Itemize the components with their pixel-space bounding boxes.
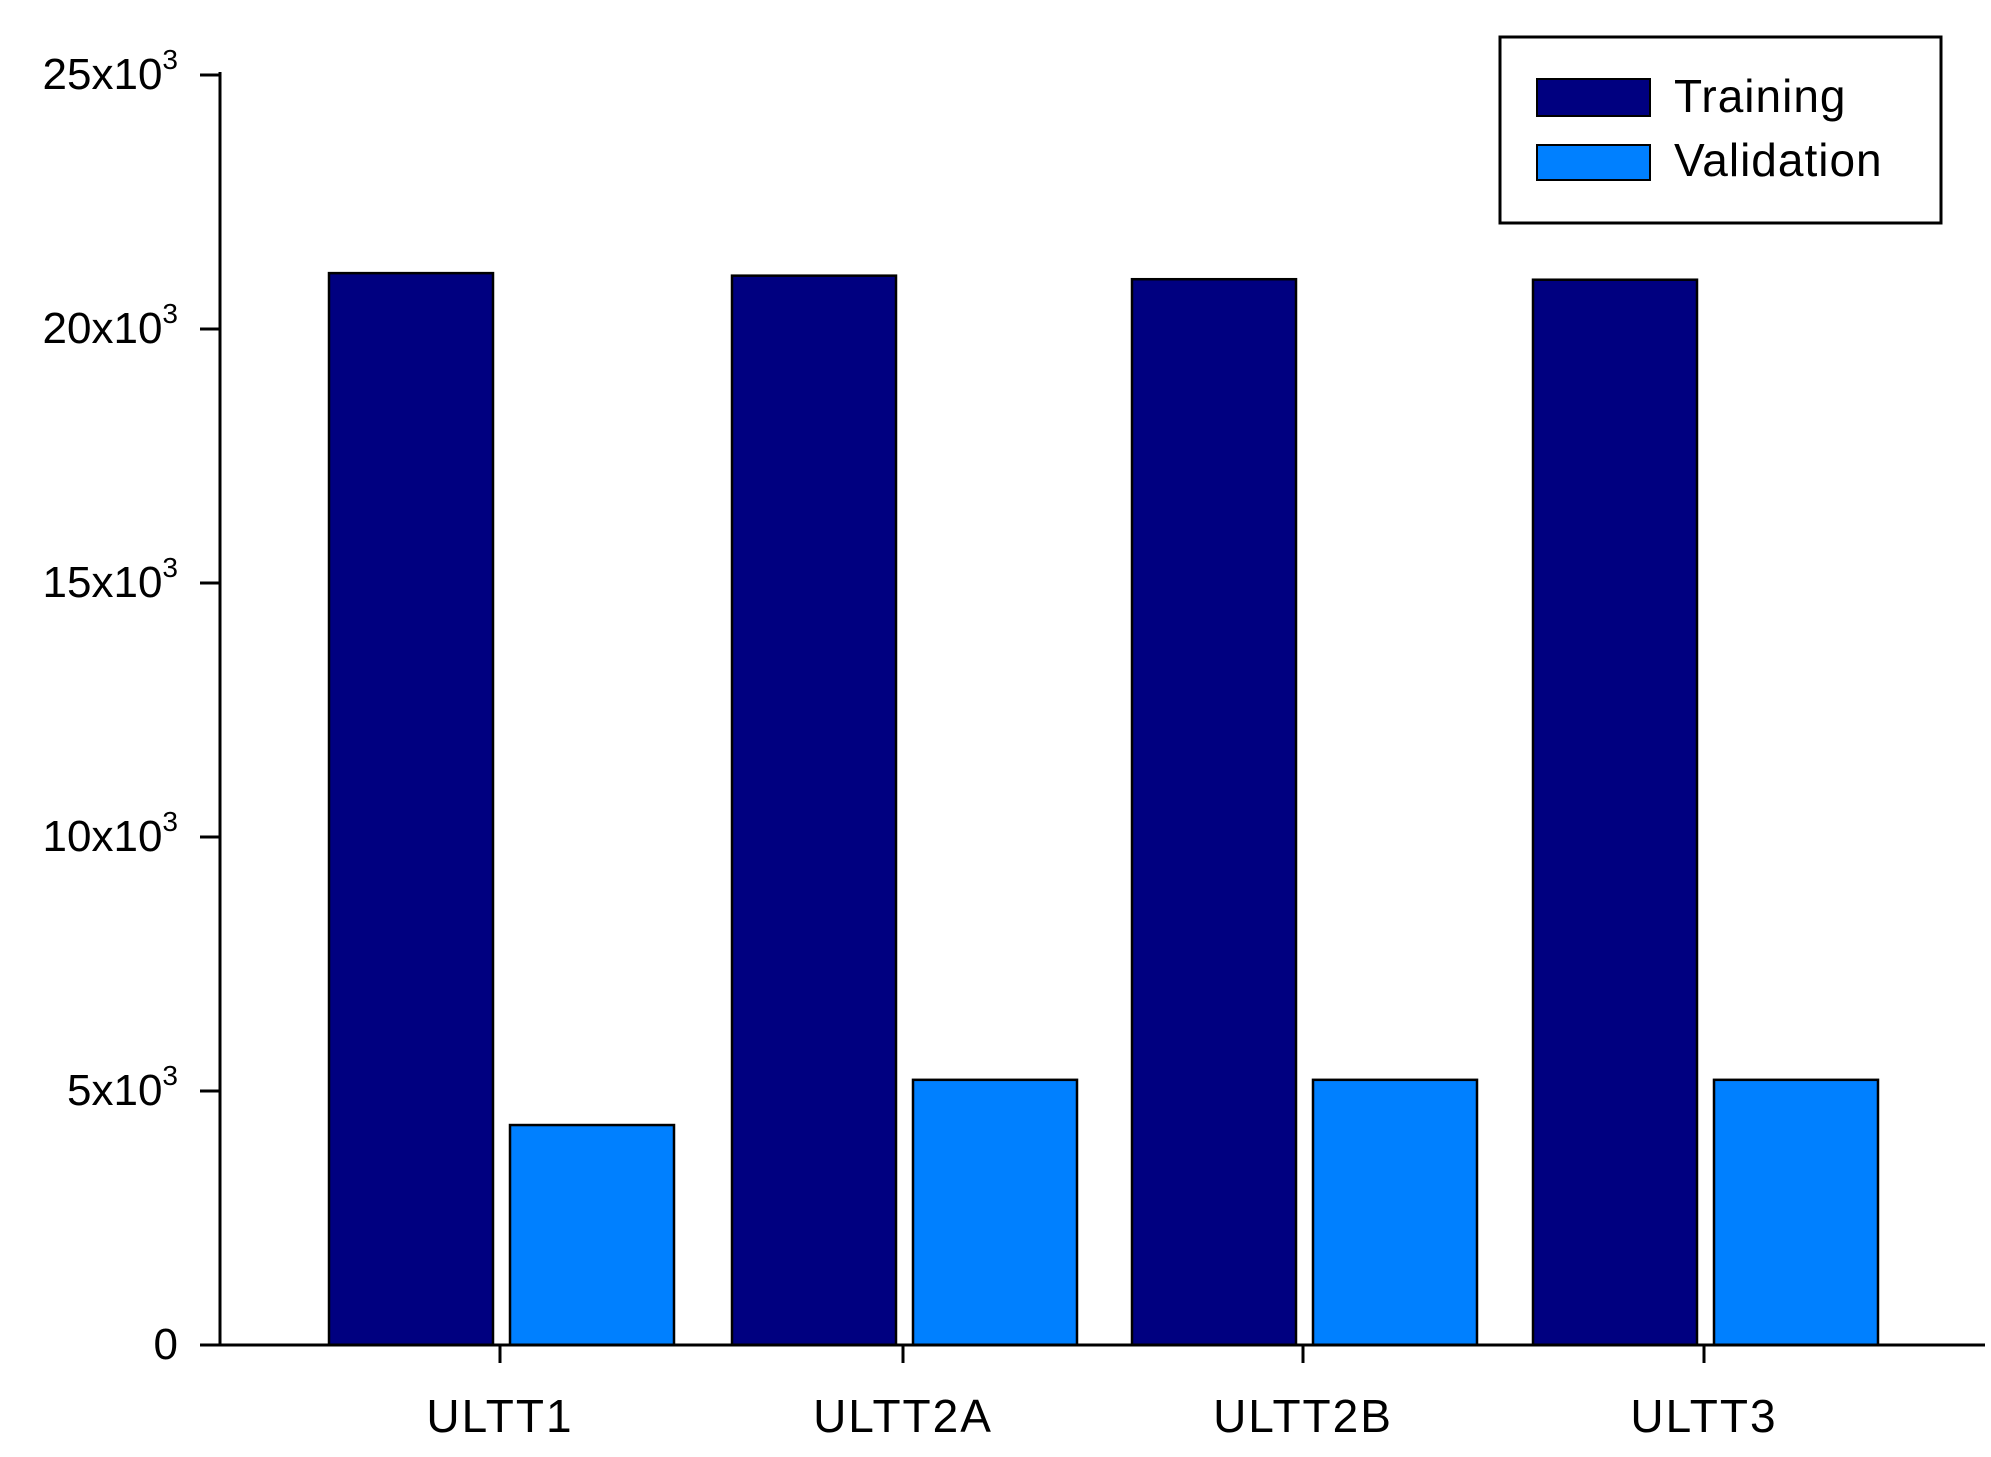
y-ticks: 0 5x103 10x103 15x103 20x103 25x103 xyxy=(43,44,220,1369)
legend-swatch-training xyxy=(1536,78,1651,117)
bar-training-ultt3 xyxy=(1531,278,1699,1347)
bar-validation-ultt1 xyxy=(508,1123,676,1347)
x-ticks: ULTT1 ULTT2A ULTT2B ULTT3 xyxy=(426,1345,1777,1442)
y-tick-label: 5x103 xyxy=(67,1060,178,1115)
x-category-label: ULTT3 xyxy=(1630,1390,1777,1442)
y-tick-label: 20x103 xyxy=(43,298,178,353)
x-category-label: ULTT2B xyxy=(1213,1390,1393,1442)
bars-layer xyxy=(327,271,1880,1347)
legend-label-validation: Validation xyxy=(1674,134,1883,186)
legend-label-training: Training xyxy=(1674,70,1846,122)
bar-validation-ultt3 xyxy=(1712,1078,1880,1347)
x-category-label: ULTT1 xyxy=(426,1390,573,1442)
bar-training-ultt2a xyxy=(730,274,898,1347)
bar-validation-ultt2b xyxy=(1311,1078,1479,1347)
y-tick-label: 10x103 xyxy=(43,806,178,861)
x-category-label: ULTT2A xyxy=(813,1390,993,1442)
legend-swatch-validation xyxy=(1536,144,1651,181)
axes-layer xyxy=(200,72,1985,1347)
y-tick-label: 25x103 xyxy=(43,44,178,99)
bar-validation-ultt2a xyxy=(911,1078,1079,1347)
y-tick-label: 0 xyxy=(154,1320,178,1369)
bar-training-ultt2b xyxy=(1130,277,1298,1347)
legend-box xyxy=(1498,35,1943,225)
bar-training-ultt1 xyxy=(327,271,495,1347)
y-tick-label: 15x103 xyxy=(43,552,178,607)
legend: Training Validation xyxy=(1498,35,1943,225)
